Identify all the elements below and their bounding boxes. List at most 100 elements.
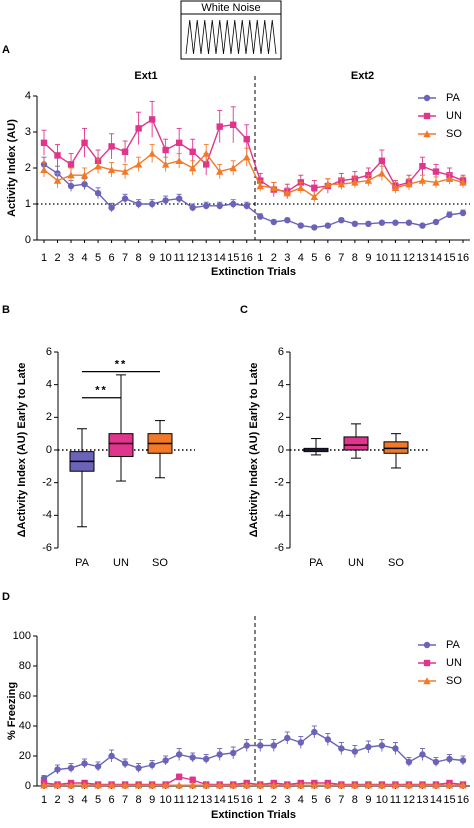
marker [162,146,169,154]
marker [243,202,250,209]
marker [40,781,48,789]
marker [423,659,431,667]
x-tick-label: 16 [457,794,469,806]
marker [53,781,62,789]
x-tick-label: 11 [390,794,401,806]
marker [459,178,467,186]
x-tick-label: 3 [68,252,74,264]
marker [40,166,48,173]
x-tick-label: 11 [390,252,401,264]
x-tick-label: 14 [430,794,442,806]
marker [162,197,169,204]
waveform [185,19,277,55]
marker [230,749,237,757]
marker [297,739,305,746]
marker [107,781,116,789]
x-tick-label: 8 [136,252,142,264]
marker [391,184,400,191]
y-axis-label: ΔActivity Index (AU) Early to Late [16,363,28,538]
x-tick-label: 12 [403,252,415,264]
y-tick-label: 0 [278,444,284,456]
marker [284,217,291,224]
x-tick-label: UN [348,557,364,569]
marker [378,219,386,226]
marker [107,166,116,173]
marker [405,219,413,226]
marker [446,755,453,763]
x-tick-label: 12 [187,252,199,264]
marker [419,751,426,758]
marker [67,182,75,190]
legend-label: PA [446,639,461,651]
x-tick-label: 2 [54,252,60,264]
marker [297,222,305,229]
marker [446,211,453,218]
marker [67,161,75,168]
marker [121,781,129,789]
marker [243,153,251,161]
marker [392,219,399,226]
marker [459,209,467,217]
x-tick-label: 7 [122,252,128,264]
x-tick-label: 8 [136,794,142,806]
marker [324,180,332,188]
marker [230,200,237,208]
y-tick-label: -2 [42,477,52,489]
marker [423,130,431,138]
marker [270,781,278,789]
marker [337,180,346,188]
x-tick-label: 7 [338,252,344,264]
marker [161,160,170,168]
stimulus-label: White Noise [201,2,260,14]
x-tick-label: 2 [54,794,60,806]
marker [175,139,183,146]
x-tick-label: 9 [365,252,371,264]
x-tick-label: 12 [403,794,415,806]
marker [270,184,278,191]
marker [202,755,210,763]
x-tick-label: 10 [376,252,388,264]
x-tick-label: 5 [311,252,317,264]
y-tick-label: 6 [46,346,52,358]
x-tick-label: 15 [443,252,455,264]
x-tick-label: 10 [160,252,172,264]
marker [432,758,440,766]
x-tick-label: 8 [352,794,358,806]
marker [202,161,210,168]
x-tick-label: 9 [149,794,155,806]
legend-label: SO [446,128,462,140]
marker [121,167,129,175]
box [108,433,134,458]
marker [121,195,129,202]
x-axis-label: Extinction Trials [211,266,296,278]
series-line [43,118,464,193]
x-tick-label: UN [113,557,129,569]
y-tick-label: 0 [46,444,52,456]
y-tick-label: 4 [25,90,31,102]
x-tick-label: 6 [325,252,331,264]
marker [419,163,426,170]
marker [189,148,196,155]
x-tick-label: 13 [416,252,428,264]
legend-label: UN [446,657,462,669]
marker [216,202,223,209]
marker [283,189,291,197]
y-tick-label: 4 [46,379,52,391]
marker [311,728,318,736]
marker [202,202,210,209]
x-tick-label: 4 [81,794,87,806]
marker [121,760,129,767]
box [343,436,369,451]
y-tick-label: 3 [25,126,31,138]
marker [378,781,386,789]
marker [94,763,102,770]
series-line [43,731,464,780]
box [383,441,409,454]
marker [270,218,277,226]
stimulus-box [180,0,282,60]
marker [445,175,454,182]
marker [80,781,89,789]
marker [423,112,431,120]
marker [432,168,440,175]
marker [418,781,427,789]
